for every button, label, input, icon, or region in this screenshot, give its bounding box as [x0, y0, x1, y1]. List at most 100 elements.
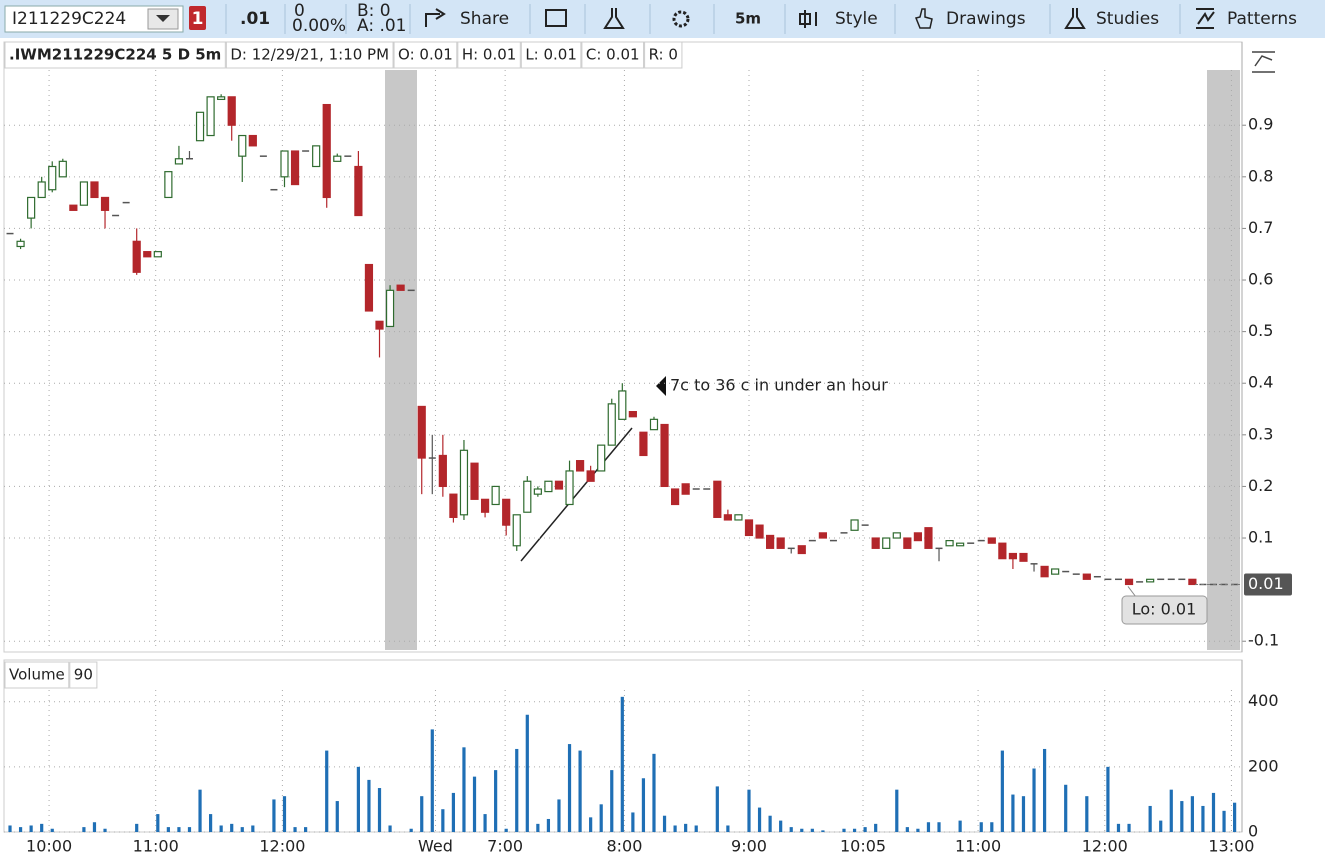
interval-button[interactable]: 5m — [735, 10, 761, 28]
events-icon[interactable] — [545, 9, 567, 27]
volume-bar — [1042, 748, 1047, 832]
chart-header: .IWM211229C224 5 D 5m D: 12/29/21, 1:10 P… — [4, 41, 683, 69]
volume-bar — [29, 825, 33, 832]
candle-body — [544, 480, 553, 493]
gear-icon[interactable] — [672, 10, 690, 28]
candle-body — [100, 196, 110, 211]
volume-bar — [335, 801, 339, 832]
candle-body — [945, 540, 954, 547]
candle-body — [164, 171, 173, 199]
candle-body — [998, 542, 1007, 560]
volume-bar — [810, 828, 814, 832]
header-text: L: 0.01 — [525, 46, 577, 64]
header-box — [4, 41, 226, 69]
volume-bar — [652, 753, 656, 832]
header-text: Volume — [9, 666, 65, 684]
candle-body — [217, 96, 226, 101]
price-panel — [3, 41, 1243, 653]
header-box — [520, 41, 582, 69]
share-button[interactable]: Share — [460, 9, 509, 29]
volume-header: Volume 90 — [4, 661, 98, 689]
candle-body — [766, 534, 775, 549]
badge-text: 1 — [192, 9, 204, 29]
axis-icon[interactable] — [1252, 51, 1275, 73]
y-tick-label: 0.8 — [1248, 166, 1273, 185]
volume-bar — [515, 748, 519, 832]
volume-bar — [620, 696, 624, 832]
y-tick-label: 0.2 — [1248, 476, 1273, 495]
y-tick-label: 0.6 — [1248, 270, 1273, 289]
candle-body — [333, 155, 342, 162]
ask: A: .01 — [357, 16, 407, 36]
header-box — [4, 661, 70, 689]
volume-bar — [1021, 796, 1026, 832]
candle-body — [512, 514, 521, 547]
volume-bar — [420, 796, 424, 832]
candle-body — [660, 423, 669, 488]
drawings-button[interactable]: Drawings — [946, 9, 1026, 29]
style-button[interactable]: Style — [835, 9, 878, 29]
candle-body — [670, 488, 680, 506]
volume-bar — [589, 817, 593, 832]
volume-bar — [388, 825, 392, 832]
volume-bar — [187, 827, 192, 832]
volume-bar — [367, 779, 371, 832]
candle-body — [238, 134, 247, 157]
candle-body — [1008, 552, 1018, 560]
volume-bar — [103, 828, 107, 832]
candle-body — [502, 498, 511, 526]
volume-bar — [599, 804, 603, 832]
candle-body — [69, 204, 78, 211]
candle-body — [449, 493, 458, 518]
candle-body — [797, 545, 806, 555]
symbol: I211229C224 — [12, 9, 126, 29]
patterns-button[interactable]: Patterns — [1227, 9, 1297, 29]
volume-bar — [546, 818, 551, 832]
candle-body — [322, 103, 331, 199]
candle-body — [618, 390, 627, 420]
studies-button[interactable]: Studies — [1096, 9, 1159, 29]
volume-bar — [926, 822, 931, 832]
volume-bar — [504, 828, 508, 832]
candle-body — [755, 524, 764, 539]
header-text: 90 — [74, 666, 93, 684]
candle-body — [480, 498, 490, 513]
volume-bar — [1000, 750, 1004, 832]
x-tick-label: 10:05 — [840, 837, 886, 856]
annotation-marker — [656, 376, 666, 396]
header-text: R: 0 — [649, 46, 678, 64]
toolbar-bg — [0, 0, 1325, 38]
flask-icon[interactable] — [603, 8, 625, 29]
volume-bar — [673, 825, 677, 832]
volume-bar — [462, 747, 466, 832]
volume-bar — [979, 822, 983, 832]
header-text: .IWM211229C224 5 D 5m — [9, 46, 221, 64]
volume-bar — [1211, 792, 1216, 832]
candle-body — [681, 483, 690, 495]
x-tick-label: 11:00 — [955, 837, 1001, 856]
candle-body — [470, 462, 479, 500]
volume-bar — [282, 796, 287, 832]
candle-body — [248, 134, 257, 147]
volume-bar — [525, 714, 529, 832]
volume-bar — [1233, 802, 1237, 832]
bid: B: 0 — [357, 1, 391, 21]
header-text: C: 0.01 — [586, 46, 640, 64]
candle-body — [396, 284, 405, 291]
candle-body — [90, 181, 99, 199]
drawings-icon — [914, 8, 933, 29]
badge[interactable] — [189, 6, 206, 30]
volume-bar — [1127, 823, 1131, 832]
candle-body — [143, 251, 152, 258]
header-text: H: 0.01 — [462, 46, 517, 64]
volume-bar — [715, 786, 719, 832]
volume-bar — [1180, 801, 1184, 832]
x-tick-label: 9:00 — [731, 837, 767, 856]
separators — [225, 4, 1181, 34]
candle-body — [79, 181, 89, 206]
candle-body — [1040, 565, 1049, 578]
candle-body — [871, 537, 880, 549]
header-box — [457, 41, 521, 69]
candle-body — [713, 480, 722, 518]
volume-bar — [757, 807, 762, 832]
